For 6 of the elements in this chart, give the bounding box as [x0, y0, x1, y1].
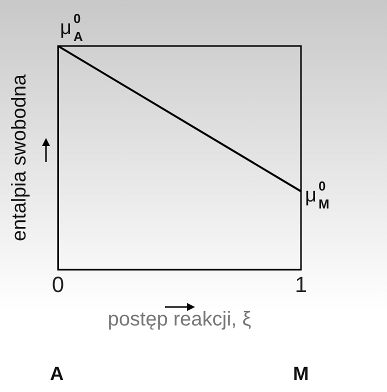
- y-axis-title: entalpia swobodna: [8, 74, 31, 242]
- text: M: [293, 364, 309, 385]
- x-tick-label: 0: [52, 272, 64, 297]
- x-axis-title: postęp reakcji, ξ: [108, 308, 252, 331]
- x-tick-label: 1: [294, 272, 308, 297]
- text: A: [50, 364, 64, 385]
